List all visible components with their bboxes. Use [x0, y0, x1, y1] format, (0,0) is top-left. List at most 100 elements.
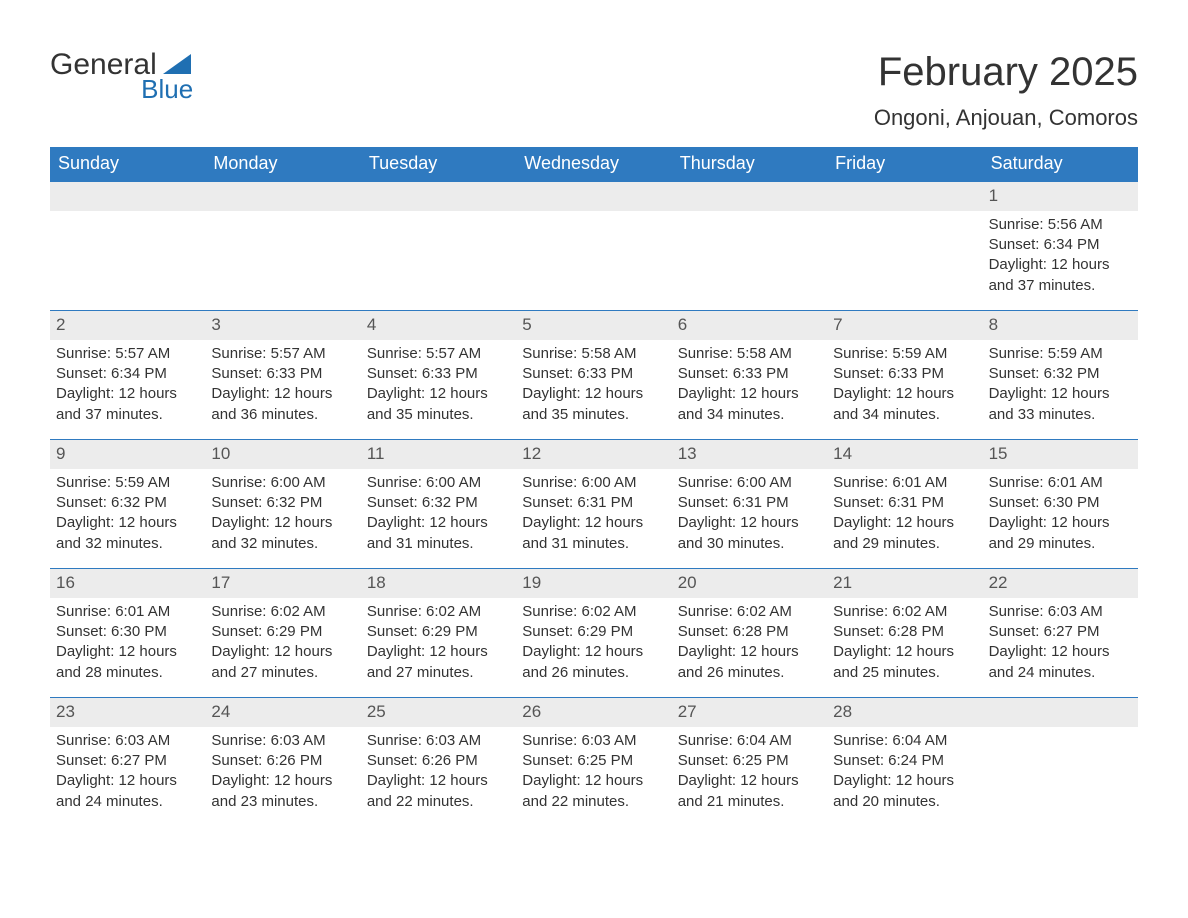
sunrise-text: Sunrise: 6:03 AM [367, 731, 510, 751]
daylight2-text: and 36 minutes. [211, 405, 354, 425]
day-number: 15 [983, 440, 1138, 469]
day-cell: 11Sunrise: 6:00 AMSunset: 6:32 PMDayligh… [361, 440, 516, 568]
sunrise-text: Sunrise: 6:04 AM [833, 731, 976, 751]
day-number: 26 [516, 698, 671, 727]
sunset-text: Sunset: 6:29 PM [211, 622, 354, 642]
daylight2-text: and 24 minutes. [56, 792, 199, 812]
day-number: 6 [672, 311, 827, 340]
day-number: 19 [516, 569, 671, 598]
sunset-text: Sunset: 6:26 PM [367, 751, 510, 771]
day-cell: 3Sunrise: 5:57 AMSunset: 6:33 PMDaylight… [205, 311, 360, 439]
sunset-text: Sunset: 6:32 PM [211, 493, 354, 513]
daylight1-text: Daylight: 12 hours [522, 642, 665, 662]
day-cell: 15Sunrise: 6:01 AMSunset: 6:30 PMDayligh… [983, 440, 1138, 568]
sunrise-text: Sunrise: 6:01 AM [989, 473, 1132, 493]
sunset-text: Sunset: 6:32 PM [989, 364, 1132, 384]
day-cell: 23Sunrise: 6:03 AMSunset: 6:27 PMDayligh… [50, 698, 205, 826]
daylight2-text: and 34 minutes. [833, 405, 976, 425]
sunrise-text: Sunrise: 5:57 AM [367, 344, 510, 364]
day-cell: 21Sunrise: 6:02 AMSunset: 6:28 PMDayligh… [827, 569, 982, 697]
daylight1-text: Daylight: 12 hours [367, 513, 510, 533]
day-cell: 9Sunrise: 5:59 AMSunset: 6:32 PMDaylight… [50, 440, 205, 568]
daylight1-text: Daylight: 12 hours [833, 642, 976, 662]
sunrise-text: Sunrise: 5:58 AM [678, 344, 821, 364]
day-cell: 24Sunrise: 6:03 AMSunset: 6:26 PMDayligh… [205, 698, 360, 826]
calendar-grid: Sunday Monday Tuesday Wednesday Thursday… [50, 147, 1138, 826]
sunset-text: Sunset: 6:33 PM [211, 364, 354, 384]
weekday-header: Saturday [983, 147, 1138, 182]
daylight2-text: and 27 minutes. [211, 663, 354, 683]
daylight2-text: and 24 minutes. [989, 663, 1132, 683]
day-cell: . [827, 182, 982, 310]
day-number: 23 [50, 698, 205, 727]
day-number: 5 [516, 311, 671, 340]
sunset-text: Sunset: 6:32 PM [367, 493, 510, 513]
day-number: 2 [50, 311, 205, 340]
day-number: . [827, 182, 982, 211]
day-number: 4 [361, 311, 516, 340]
day-cell: 1Sunrise: 5:56 AMSunset: 6:34 PMDaylight… [983, 182, 1138, 310]
day-number: 8 [983, 311, 1138, 340]
sunset-text: Sunset: 6:29 PM [367, 622, 510, 642]
sunrise-text: Sunrise: 6:02 AM [833, 602, 976, 622]
day-cell: . [50, 182, 205, 310]
day-number: 18 [361, 569, 516, 598]
day-number: 14 [827, 440, 982, 469]
daylight1-text: Daylight: 12 hours [367, 642, 510, 662]
day-cell: 10Sunrise: 6:00 AMSunset: 6:32 PMDayligh… [205, 440, 360, 568]
title-block: February 2025 Ongoni, Anjouan, Comoros [874, 50, 1138, 131]
sunrise-text: Sunrise: 6:00 AM [678, 473, 821, 493]
sunrise-text: Sunrise: 5:59 AM [56, 473, 199, 493]
month-year-title: February 2025 [874, 50, 1138, 95]
day-number: 11 [361, 440, 516, 469]
sunset-text: Sunset: 6:26 PM [211, 751, 354, 771]
day-number: 12 [516, 440, 671, 469]
daylight2-text: and 32 minutes. [56, 534, 199, 554]
weeks-container: ......1Sunrise: 5:56 AMSunset: 6:34 PMDa… [50, 182, 1138, 826]
daylight1-text: Daylight: 12 hours [367, 384, 510, 404]
sunset-text: Sunset: 6:24 PM [833, 751, 976, 771]
sunset-text: Sunset: 6:34 PM [56, 364, 199, 384]
sunrise-text: Sunrise: 5:57 AM [56, 344, 199, 364]
daylight2-text: and 22 minutes. [367, 792, 510, 812]
daylight1-text: Daylight: 12 hours [522, 384, 665, 404]
weekday-header: Tuesday [361, 147, 516, 182]
day-cell: . [361, 182, 516, 310]
week-row: 2Sunrise: 5:57 AMSunset: 6:34 PMDaylight… [50, 310, 1138, 439]
daylight2-text: and 26 minutes. [522, 663, 665, 683]
day-cell: 26Sunrise: 6:03 AMSunset: 6:25 PMDayligh… [516, 698, 671, 826]
daylight1-text: Daylight: 12 hours [56, 771, 199, 791]
day-cell: 16Sunrise: 6:01 AMSunset: 6:30 PMDayligh… [50, 569, 205, 697]
weekday-header: Thursday [672, 147, 827, 182]
daylight2-text: and 30 minutes. [678, 534, 821, 554]
day-number: 7 [827, 311, 982, 340]
day-cell: 7Sunrise: 5:59 AMSunset: 6:33 PMDaylight… [827, 311, 982, 439]
day-number: 10 [205, 440, 360, 469]
sunrise-text: Sunrise: 5:56 AM [989, 215, 1132, 235]
day-cell: 13Sunrise: 6:00 AMSunset: 6:31 PMDayligh… [672, 440, 827, 568]
day-cell: . [672, 182, 827, 310]
day-number: 27 [672, 698, 827, 727]
day-number: . [361, 182, 516, 211]
day-cell: 25Sunrise: 6:03 AMSunset: 6:26 PMDayligh… [361, 698, 516, 826]
daylight2-text: and 29 minutes. [833, 534, 976, 554]
daylight2-text: and 32 minutes. [211, 534, 354, 554]
week-row: 16Sunrise: 6:01 AMSunset: 6:30 PMDayligh… [50, 568, 1138, 697]
daylight2-text: and 31 minutes. [522, 534, 665, 554]
sunrise-text: Sunrise: 6:03 AM [56, 731, 199, 751]
weekday-header: Sunday [50, 147, 205, 182]
sunrise-text: Sunrise: 6:00 AM [522, 473, 665, 493]
sunset-text: Sunset: 6:31 PM [678, 493, 821, 513]
daylight1-text: Daylight: 12 hours [833, 771, 976, 791]
sunset-text: Sunset: 6:32 PM [56, 493, 199, 513]
day-cell: 14Sunrise: 6:01 AMSunset: 6:31 PMDayligh… [827, 440, 982, 568]
day-number: . [672, 182, 827, 211]
page-header: General Blue February 2025 Ongoni, Anjou… [50, 50, 1138, 131]
day-number: 16 [50, 569, 205, 598]
daylight2-text: and 21 minutes. [678, 792, 821, 812]
daylight2-text: and 33 minutes. [989, 405, 1132, 425]
day-cell: 22Sunrise: 6:03 AMSunset: 6:27 PMDayligh… [983, 569, 1138, 697]
sunrise-text: Sunrise: 6:02 AM [522, 602, 665, 622]
daylight2-text: and 27 minutes. [367, 663, 510, 683]
daylight1-text: Daylight: 12 hours [989, 513, 1132, 533]
